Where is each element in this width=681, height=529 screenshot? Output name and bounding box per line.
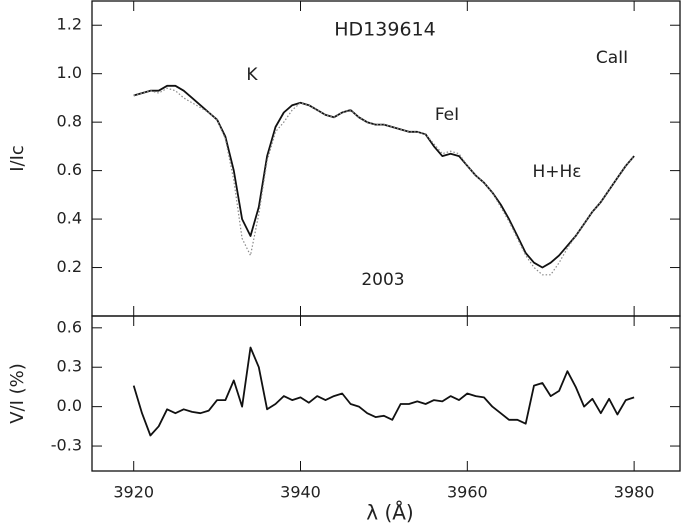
chart-title: HD139614 — [334, 19, 435, 41]
x-axis-label: λ (Å) — [366, 501, 413, 525]
data-line — [133, 87, 635, 276]
y-axis-label: V/I (%) — [7, 363, 28, 424]
y-tick-label: 1.2 — [57, 15, 82, 34]
x-tick-label: 3920 — [113, 483, 154, 502]
y-tick-label: 0.6 — [57, 160, 82, 179]
plot-frame — [91, 0, 681, 317]
y-tick-label: 0.3 — [57, 357, 82, 376]
annotation: H+Hε — [533, 162, 582, 182]
x-tick-label: 3980 — [614, 483, 655, 502]
y-tick-label: 0.4 — [57, 209, 82, 228]
annotation: K — [246, 65, 258, 85]
annotation: CaII — [596, 48, 628, 68]
y-tick-label: 0.8 — [57, 112, 82, 131]
x-tick-label: 3960 — [447, 483, 488, 502]
y-tick-label: 0.6 — [57, 317, 82, 336]
plot-frame — [91, 315, 681, 472]
y-tick-label: 0.0 — [57, 396, 82, 415]
y-axis-label: I/Ic — [7, 145, 28, 172]
data-line — [132, 346, 635, 437]
y-tick-label: 0.2 — [57, 257, 82, 276]
annotation: FeI — [435, 105, 459, 125]
y-tick-label: 1.0 — [57, 63, 82, 82]
annotation: 2003 — [361, 270, 404, 290]
x-tick-label: 3940 — [280, 483, 321, 502]
y-tick-label: -0.3 — [51, 436, 82, 455]
